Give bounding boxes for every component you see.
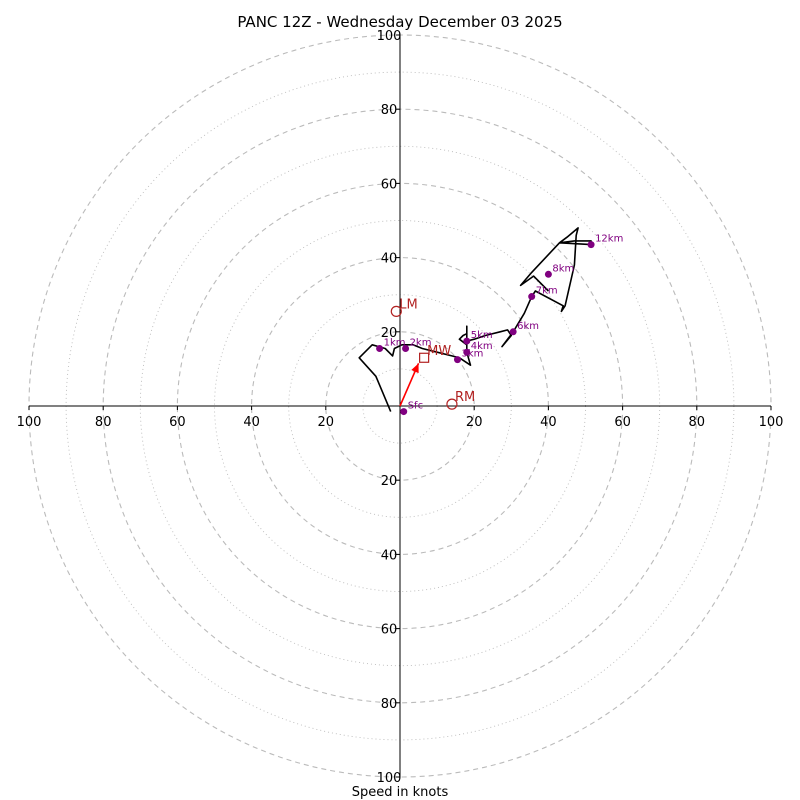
height-marker-dot bbox=[400, 408, 408, 416]
x-tick-label: 60 bbox=[614, 415, 631, 430]
y-tick-label: 60 bbox=[381, 623, 398, 638]
y-tick-label: 20 bbox=[381, 326, 398, 341]
height-marker-label: 4km bbox=[471, 341, 493, 352]
hodograph-trace bbox=[358, 227, 592, 412]
height-marker-label: 3km bbox=[462, 349, 484, 360]
height-marker-dot bbox=[454, 356, 462, 364]
height-marker-dot bbox=[463, 348, 471, 356]
storm-motion-label: MW bbox=[427, 344, 451, 359]
tick-labels: 100 100 80 80 60 60 40 40 20 20 20 20 40 40 60 60 80 80 10… bbox=[17, 29, 784, 786]
mean-wind-arrowhead bbox=[411, 363, 419, 374]
hodograph-trace-group bbox=[358, 227, 592, 412]
x-tick-label: 60 bbox=[169, 415, 186, 430]
height-marker-label: 7km bbox=[536, 286, 558, 297]
storm-motion-markers: LM RM MW bbox=[390, 297, 475, 410]
y-tick-label: 100 bbox=[377, 29, 402, 44]
storm-motion-label: LM bbox=[399, 297, 417, 312]
height-marker-label: 2km bbox=[410, 337, 432, 348]
height-marker-dot bbox=[544, 270, 552, 278]
y-tick-label: 80 bbox=[381, 103, 398, 118]
y-tick-label: 60 bbox=[381, 177, 398, 192]
height-marker-label: 6km bbox=[517, 321, 539, 332]
y-tick-label: 40 bbox=[381, 252, 398, 267]
x-tick-label: 20 bbox=[318, 415, 335, 430]
storm-motion-label: RM bbox=[455, 390, 475, 405]
chart-title: PANC 12Z - Wednesday December 03 2025 bbox=[237, 13, 562, 31]
height-marker-label: 12km bbox=[595, 234, 623, 245]
height-marker-label: 8km bbox=[552, 263, 574, 274]
x-tick-label: 40 bbox=[540, 415, 557, 430]
height-marker-dot bbox=[463, 337, 471, 345]
height-marker-dot bbox=[509, 328, 517, 336]
height-marker-label: 5km bbox=[471, 330, 493, 341]
height-marker-label: 1km bbox=[384, 337, 406, 348]
storm-motion-marker bbox=[390, 305, 402, 317]
height-marker-dot bbox=[402, 344, 410, 352]
height-marker-dot bbox=[587, 241, 595, 249]
height-marker-label: Sfc bbox=[408, 401, 423, 412]
x-tick-label: 100 bbox=[759, 415, 784, 430]
height-marker-dot bbox=[376, 344, 384, 352]
x-tick-label: 100 bbox=[17, 415, 42, 430]
x-tick-label: 80 bbox=[95, 415, 112, 430]
height-marker-dot bbox=[528, 293, 536, 301]
y-tick-label: 80 bbox=[381, 697, 398, 712]
x-tick-label: 20 bbox=[466, 415, 483, 430]
x-tick-label: 80 bbox=[689, 415, 706, 430]
storm-motion-marker bbox=[446, 398, 458, 410]
x-axis-label: Speed in knots bbox=[352, 785, 449, 800]
y-tick-label: 40 bbox=[381, 548, 398, 563]
storm-motion-marker bbox=[419, 352, 430, 363]
x-tick-label: 40 bbox=[243, 415, 260, 430]
y-tick-label: 100 bbox=[377, 771, 402, 786]
y-tick-label: 20 bbox=[381, 474, 398, 489]
